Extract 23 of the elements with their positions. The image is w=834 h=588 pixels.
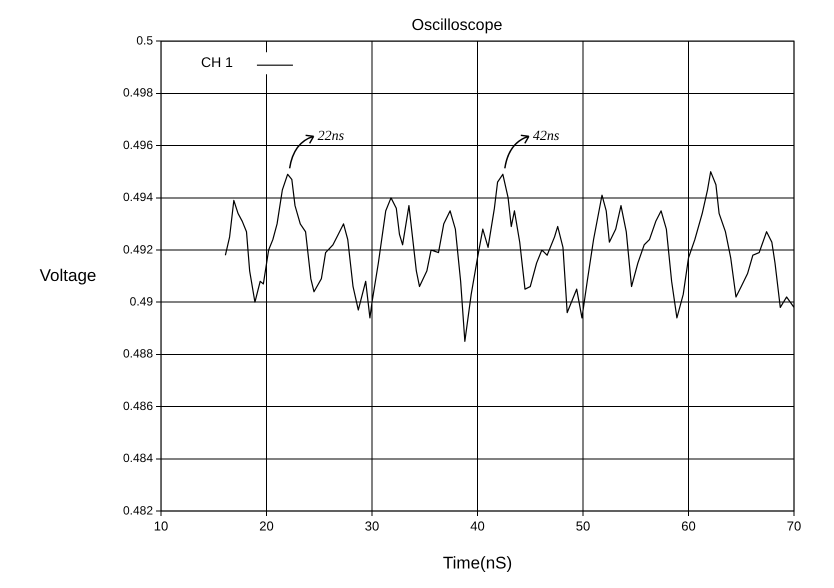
y-tick-label: 0.498 [123,86,154,100]
x-tick-label: 40 [470,518,485,534]
chart-title: Oscilloscope [412,17,502,34]
x-tick-label: 10 [154,518,168,534]
y-tick-label: 0.484 [123,451,154,466]
y-tick-label: 0.482 [123,503,154,518]
x-tick-label: 30 [364,518,380,534]
y-axis-title: Voltage [40,266,96,285]
x-tick-label: 50 [576,518,590,534]
annotation: 22ns [318,128,345,144]
y-tick-label: 0.5 [136,34,154,48]
x-axis-title: Time(nS) [442,553,512,572]
y-tick-label: 0.492 [123,242,154,256]
annotation: 42ns [532,128,560,144]
y-tick-label: 0.496 [123,138,154,152]
y-tick-label: 0.488 [123,346,154,361]
x-tick-label: 60 [681,518,696,534]
y-tick-label: 0.494 [123,190,154,204]
y-tick-label: 0.49 [130,294,154,309]
x-tick-label: 70 [786,518,802,534]
legend-label: CH 1 [201,54,234,70]
y-tick-label: 0.486 [123,398,154,413]
x-tick-label: 20 [259,518,274,534]
